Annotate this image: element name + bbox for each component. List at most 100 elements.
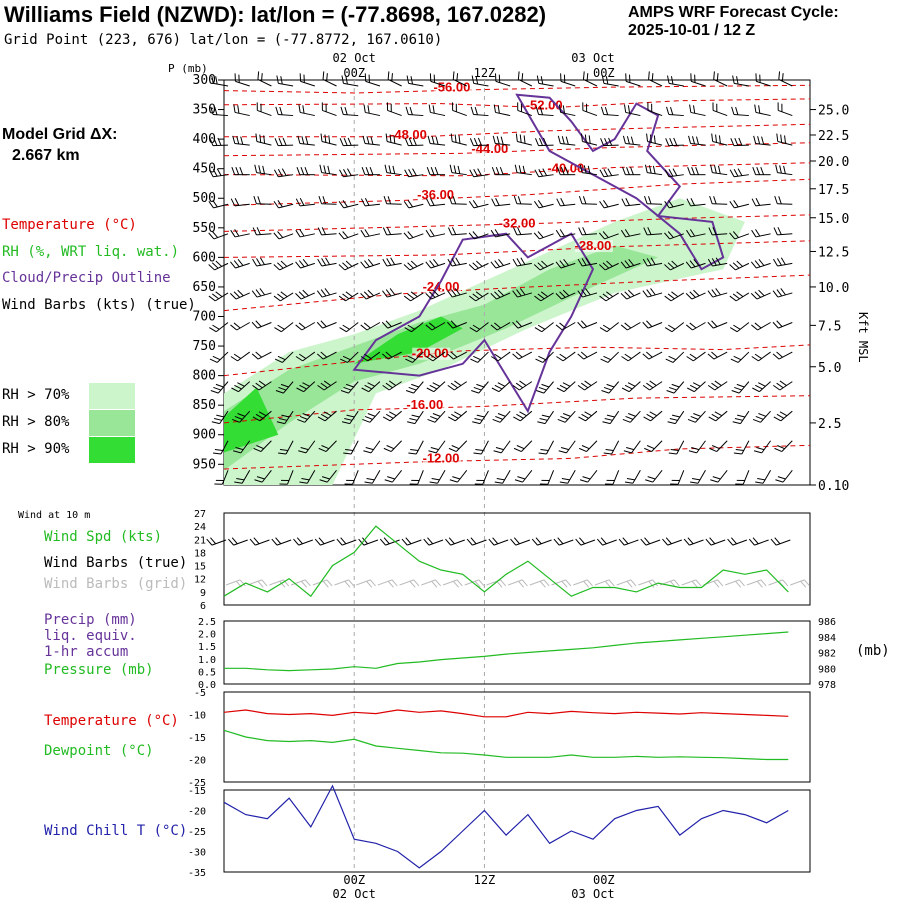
wind-barb-flag: [644, 195, 648, 204]
wind-barb-staff: [457, 469, 468, 483]
wind-barb-staff: [583, 78, 598, 87]
wind-barb: [772, 288, 793, 298]
wind-barb: [517, 102, 533, 117]
wind-barb-flag: [607, 168, 613, 176]
wind-barb: [208, 260, 229, 271]
wind-barb-staff: [411, 322, 424, 333]
wind-barb: [686, 198, 706, 207]
wind-barb-flag: [386, 227, 392, 235]
wind-barb-staff: [677, 470, 685, 485]
wind-barb-flag: [298, 353, 307, 359]
wind-barb-staff: [562, 351, 576, 362]
wind-barb-flag: [261, 73, 263, 82]
wind-barb: [707, 288, 728, 298]
wind-barb: [708, 410, 728, 422]
wind-barb-staff: [500, 440, 511, 454]
wind-barb-flag: [494, 322, 501, 329]
wind-barb: [473, 440, 489, 455]
wind-barb: [230, 289, 250, 300]
wind-10m-barb-flag: [448, 537, 455, 545]
wind-barb: [642, 380, 663, 391]
temp-label-bg-11: [423, 452, 462, 465]
wind-barb-flag: [559, 260, 566, 268]
wind-barb: [601, 381, 620, 394]
wind-barb-flag: [513, 195, 518, 204]
wind-barb-flag: [449, 479, 458, 483]
wind-barb-staff: [430, 80, 446, 87]
wind-barb-flag: [426, 387, 435, 393]
wind-10m-barb: [662, 537, 682, 546]
wind-barb-flag: [448, 416, 456, 422]
wind-barb: [773, 380, 793, 391]
wind-barb: [539, 470, 555, 485]
wind-barb-flag: [670, 106, 674, 115]
wind-barb-flag: [277, 355, 286, 361]
wind-barb: [338, 200, 359, 209]
wind-barb: [623, 104, 641, 117]
wind-barb-flag: [668, 168, 674, 177]
wind-barb-flag: [622, 418, 631, 423]
wind-barb-staff: [213, 114, 229, 117]
wind-10m-barb-flag: [340, 537, 347, 545]
wind-barb-flag: [732, 231, 739, 238]
wind-barb-flag: [750, 261, 757, 269]
wind-barb-staff: [690, 233, 706, 238]
windchill-ytick--25: -25: [188, 827, 206, 838]
wind-barb: [665, 137, 684, 147]
wind-10m-barb-flag: [293, 538, 300, 546]
wind-10m-grid-barb-staff: [790, 579, 805, 586]
wind-barb-staff: [437, 470, 446, 484]
wind-10m-barb-staff: [537, 539, 552, 546]
wind-barb-flag: [469, 295, 477, 302]
wind-barb-flag: [273, 169, 279, 178]
wind-barb: [338, 260, 359, 271]
wind-barb-staff: [603, 114, 619, 117]
wind-barb: [208, 231, 229, 240]
wind-barb-flag: [752, 387, 760, 393]
wind-barb: [685, 322, 706, 331]
wind-barb-staff: [453, 78, 467, 87]
wind-barb-flag: [564, 167, 569, 175]
wind-barb-flag: [577, 384, 585, 391]
wind-barb-flag: [385, 289, 392, 297]
wind-barb-flag: [236, 478, 245, 481]
wind-barb-flag: [693, 258, 700, 266]
wind-barb-staff: [516, 203, 532, 205]
wind-barb-staff: [562, 322, 576, 331]
temp-contour-2: [224, 123, 811, 138]
wind-barb: [643, 227, 663, 236]
wind-barb: [403, 200, 424, 209]
wind-barb-flag: [671, 260, 678, 267]
wind-10m-grid-barb-flag: [648, 580, 655, 588]
wind-barb: [533, 231, 554, 240]
wind-barb-flag: [324, 288, 331, 296]
wind-10m-barb-staff: [624, 539, 639, 546]
wind-barb: [538, 440, 554, 455]
wind-barb: [406, 75, 424, 87]
wind-barb: [210, 381, 229, 394]
wind-barb-flag: [338, 264, 346, 271]
wind-10m-grid-barb-flag: [691, 580, 698, 588]
wind-10m-grid-barb-staff: [725, 579, 740, 586]
wind-barb-flag: [577, 321, 584, 329]
wind-barb-flag: [718, 135, 721, 144]
wind-barb-flag: [672, 168, 678, 176]
wind-barb-staff: [778, 322, 793, 329]
wind-barb-staff: [366, 322, 381, 331]
wind-10m-barb-flag: [314, 538, 321, 546]
wind-barb-flag: [432, 382, 441, 387]
wind-10m-grid-barb: [790, 579, 810, 588]
wind-barb-flag: [603, 386, 612, 391]
wind-10m-grid-barb-staff: [681, 579, 697, 586]
wind-10m-grid-barb-flag: [608, 579, 615, 587]
wind-barb: [341, 75, 359, 87]
wind-10m-barb-flag: [535, 537, 542, 545]
wind-barb: [688, 440, 706, 454]
wind-10m-barb-staff: [602, 539, 617, 546]
wind-10m-barb: [683, 537, 704, 546]
wind-barb-staff: [278, 82, 294, 87]
wind-barb-flag: [454, 288, 461, 296]
wind-barb-flag: [470, 106, 474, 115]
wind-barb-flag: [391, 73, 393, 82]
wind-10m-barb: [466, 537, 487, 546]
